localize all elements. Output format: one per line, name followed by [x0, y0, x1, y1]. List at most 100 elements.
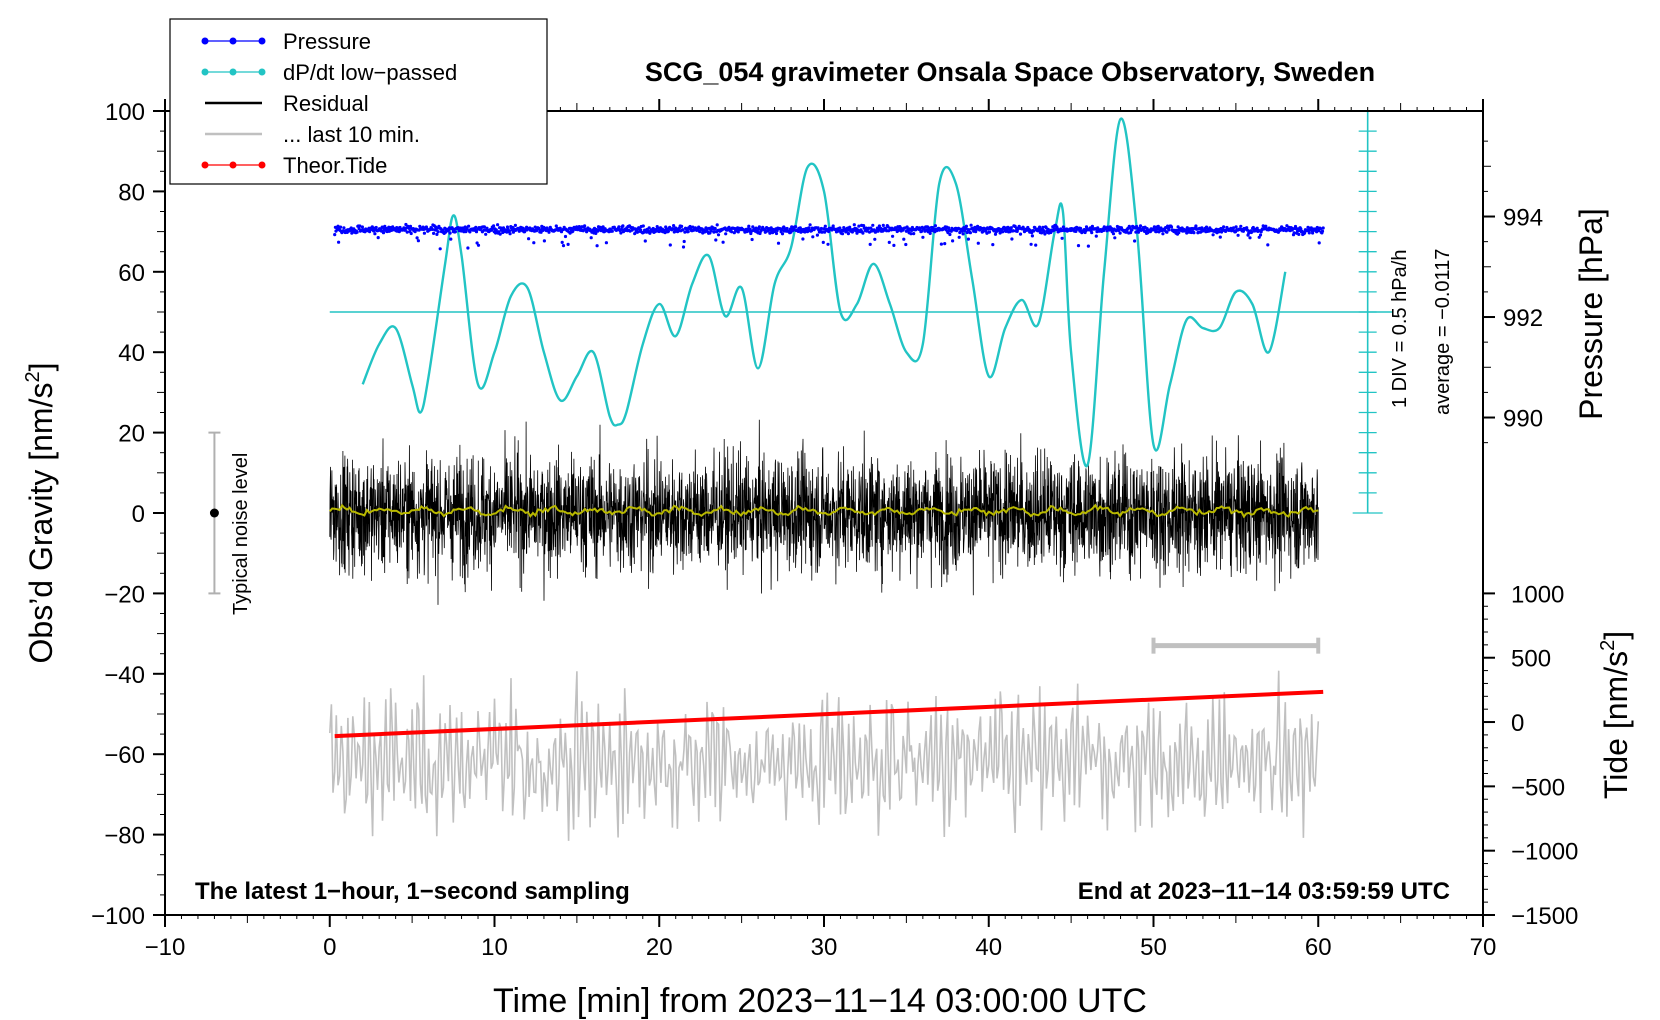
pressure-point	[1303, 231, 1307, 235]
pressure-point	[647, 226, 651, 230]
pressure-point	[721, 240, 725, 244]
legend-box	[169, 18, 548, 185]
pressure-point	[1177, 231, 1181, 235]
pressure-point	[857, 224, 861, 228]
x-tick-label: 40	[975, 934, 1002, 961]
pressure-point	[561, 244, 566, 248]
pressure-point	[785, 226, 789, 231]
y-tick-label: 100	[105, 99, 145, 126]
pressure-point	[619, 227, 624, 231]
pressure-point	[680, 224, 684, 228]
y-tick-label: −40	[104, 662, 145, 689]
x-tick-label: 30	[811, 934, 838, 961]
pressure-point	[749, 231, 753, 236]
pressure-point	[1030, 234, 1034, 238]
pressure-point	[965, 230, 969, 235]
pressure-point	[360, 225, 364, 229]
pressure-point	[1118, 231, 1122, 235]
pressure-point	[583, 224, 587, 228]
pressure-point	[683, 230, 687, 234]
pressure-point	[827, 229, 831, 234]
y-tick-label: −100	[91, 903, 145, 930]
footer-right-label: End at 2023−11−14 03:59:59 UTC	[1078, 878, 1450, 905]
pressure-point	[594, 231, 598, 235]
pressure-point	[1299, 227, 1303, 231]
pressure-point	[467, 224, 471, 228]
pressure-point	[505, 225, 510, 229]
pressure-point	[846, 232, 851, 236]
pressure-point	[484, 232, 488, 236]
pressure-point	[774, 231, 779, 236]
pressure-point	[1176, 225, 1180, 229]
pressure-point	[435, 232, 439, 236]
pressure-point	[969, 223, 973, 227]
pressure-point	[1321, 226, 1325, 230]
pressure-point	[892, 243, 896, 247]
pressure-point	[666, 229, 671, 233]
pressure-point	[1292, 231, 1296, 235]
y-tick-label: 80	[118, 179, 145, 206]
pressure-point	[1154, 230, 1158, 234]
pressure-tick-label: 994	[1503, 205, 1543, 232]
pressure-point	[374, 225, 378, 230]
x-tick-label: 70	[1470, 934, 1497, 961]
pressure-point	[507, 229, 511, 233]
pressure-point	[409, 231, 413, 236]
pressure-point	[1264, 224, 1268, 228]
pressure-point	[464, 230, 468, 234]
series-theor-tide	[334, 689, 1324, 739]
pressure-point	[1018, 232, 1023, 236]
legend-marker	[258, 161, 266, 169]
pressure-point	[475, 241, 479, 245]
series-last-10-min	[329, 670, 1320, 841]
legend-marker	[229, 68, 237, 76]
pressure-point	[405, 230, 409, 234]
pressure-point	[339, 225, 343, 229]
pressure-point	[750, 237, 754, 242]
pressure-point	[801, 237, 805, 241]
pressure-point	[808, 223, 812, 227]
pressure-point	[1167, 228, 1171, 232]
pressure-point	[887, 240, 891, 244]
series-residual-smoothed	[329, 503, 1319, 519]
y-axis-title-gravity: Obs’d Gravity [nm/s2]	[22, 363, 59, 664]
pressure-point	[513, 223, 518, 227]
typical-noise-bar	[208, 431, 221, 595]
y-tick-label: 20	[118, 421, 145, 448]
pressure-point	[1074, 229, 1078, 233]
pressure-point	[976, 241, 980, 245]
pressure-point	[713, 226, 717, 231]
pressure-point	[730, 230, 734, 234]
chart-title: SCG_054 gravimeter Onsala Space Observat…	[645, 57, 1375, 87]
pressure-point	[1138, 224, 1143, 228]
pressure-point	[902, 237, 906, 241]
pressure-point	[1105, 229, 1109, 233]
last-10-min-bar	[1151, 637, 1321, 654]
pressure-point	[1078, 226, 1083, 230]
legend-marker	[201, 37, 209, 45]
pressure-point	[432, 231, 436, 235]
pressure-point	[532, 241, 536, 245]
y-tick-label: −60	[104, 742, 145, 769]
pressure-point	[974, 230, 978, 234]
pressure-point	[848, 225, 852, 229]
tide-tick-label: −1500	[1511, 903, 1578, 930]
pressure-point	[967, 228, 971, 232]
footer-left-label: The latest 1−hour, 1−second sampling	[195, 878, 630, 905]
pressure-point	[681, 228, 685, 232]
pressure-point	[714, 238, 718, 242]
pressure-point	[533, 225, 537, 229]
y-tick-label: −20	[104, 581, 145, 608]
pressure-point	[891, 234, 895, 238]
y-tick-label: −80	[104, 823, 145, 850]
pressure-point	[1194, 224, 1198, 228]
pressure-point	[961, 232, 965, 236]
pressure-point	[621, 224, 625, 228]
pressure-point	[1161, 232, 1165, 236]
pressure-point	[466, 246, 470, 250]
pressure-point	[430, 227, 434, 231]
pressure-point	[558, 226, 562, 230]
pressure-point	[1034, 243, 1038, 247]
pressure-point	[709, 229, 713, 233]
pressure-point	[1192, 231, 1196, 235]
